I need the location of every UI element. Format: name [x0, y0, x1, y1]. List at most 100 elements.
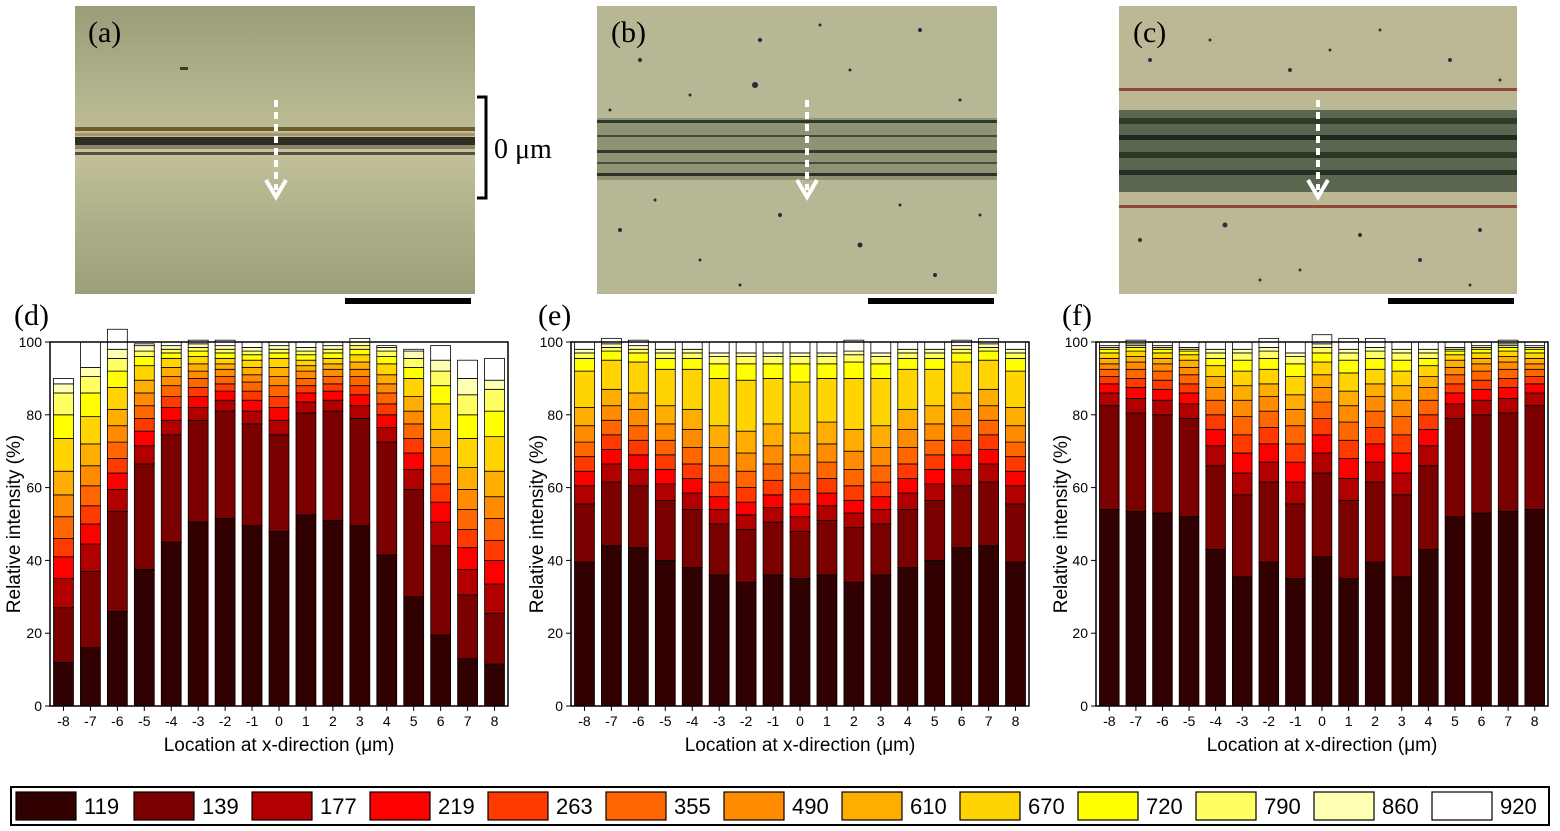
- y-tick-label: 100: [540, 334, 564, 350]
- bar-segment: [106, 425, 128, 443]
- bar-segment: [978, 463, 999, 483]
- bar-segment: [133, 569, 155, 707]
- bar-segment: [457, 414, 478, 439]
- bar-segment: [681, 567, 703, 707]
- bar-segment: [376, 350, 398, 357]
- y-tick-label: 100: [19, 334, 43, 350]
- y-tick-label: 0: [34, 698, 42, 714]
- bar-segment: [1497, 347, 1519, 352]
- bar-segment: [1232, 434, 1253, 454]
- bar-segment: [1232, 341, 1253, 350]
- bar-segment: [457, 569, 478, 596]
- bar-segment: [627, 348, 649, 354]
- bar-segment: [80, 392, 101, 418]
- bar-segment: [816, 505, 838, 521]
- bar-segment: [349, 345, 371, 350]
- bar-segment: [870, 341, 892, 354]
- bar-segment: [1258, 561, 1280, 707]
- bar-segment: [214, 345, 236, 350]
- bar-segment: [924, 454, 946, 470]
- bar-segment: [708, 377, 730, 427]
- bar-segment: [133, 392, 155, 407]
- bar-segment: [1338, 499, 1359, 579]
- bar-segment: [1178, 350, 1200, 356]
- bar-segment: [1258, 410, 1280, 428]
- scale-bracket-label: 0 μm: [494, 134, 552, 165]
- bar-segment: [1258, 481, 1280, 563]
- bar-segment: [133, 365, 155, 381]
- x-tick-label: -4: [165, 713, 178, 729]
- bar-segment: [322, 357, 344, 365]
- legend-swatch: [1431, 791, 1493, 821]
- bar-segment: [924, 352, 946, 359]
- legend-label: 119: [84, 794, 119, 819]
- plot-frame: [570, 341, 1030, 707]
- micrograph-row: (a) 0 μm (b): [75, 6, 1517, 304]
- chart-e: (e)-8 -7 -6 -5 -4 -3 -2 -1 0 1 2 3 4 5 6 7 8020406080100…: [527, 299, 1030, 756]
- bar-segment: [268, 367, 290, 377]
- bar-segment: [681, 341, 703, 350]
- bar-segment: [870, 363, 892, 379]
- bar-segment: [601, 448, 622, 465]
- bar-segment: [1178, 403, 1200, 419]
- bar-segment: [1005, 561, 1026, 707]
- bar-segment: [484, 560, 505, 585]
- bar-segment: [295, 385, 317, 394]
- bar-segment: [53, 438, 74, 472]
- bar-segment: [1285, 578, 1306, 707]
- bar-segment: [1471, 363, 1492, 372]
- bar-segment: [601, 347, 622, 352]
- bar-segment: [843, 468, 865, 487]
- bar-segment: [1471, 388, 1492, 401]
- bar-segment: [1497, 350, 1519, 357]
- bar-segment: [295, 401, 317, 414]
- bar-segment: [53, 414, 74, 439]
- bar-segment: [1364, 443, 1386, 463]
- bar-segment: [430, 465, 452, 485]
- x-tick-label: 7: [1504, 713, 1512, 729]
- bar-segment: [133, 445, 155, 465]
- bar-segment: [735, 430, 757, 454]
- bar-segment: [1338, 421, 1359, 441]
- bar-segment: [897, 478, 919, 494]
- bar-segment: [80, 523, 101, 545]
- bar-segment: [322, 363, 344, 370]
- arrow-head-icon: [1306, 178, 1330, 201]
- bar-segment: [762, 363, 784, 379]
- bar-segment: [601, 419, 622, 436]
- bar-segment: [654, 423, 676, 441]
- bar-segment: [681, 492, 703, 510]
- bar-segment: [1125, 361, 1147, 370]
- bar-segment: [1125, 368, 1147, 379]
- bar-segment: [978, 434, 999, 450]
- bar-segment: [870, 425, 892, 448]
- bar-segment: [1285, 481, 1306, 505]
- bar-segment: [951, 352, 973, 363]
- bar-segment: [1258, 347, 1280, 352]
- bar-segment: [843, 512, 865, 529]
- bar-segment: [1205, 445, 1226, 467]
- bar-segment: [160, 367, 182, 377]
- bar-segment: [106, 472, 128, 490]
- bar-segment: [268, 530, 290, 707]
- bar-segment: [268, 385, 290, 397]
- bar-segment: [601, 405, 622, 421]
- bar-segment: [1338, 458, 1359, 479]
- bar-segment: [241, 347, 263, 352]
- bar-segment: [403, 350, 425, 359]
- bar-segment: [681, 408, 703, 430]
- bar-segment: [268, 357, 290, 368]
- bar-segment: [601, 434, 622, 450]
- bar-segment: [924, 423, 946, 441]
- y-tick-label: 60: [26, 480, 42, 496]
- y-tick-label: 60: [547, 480, 563, 496]
- bar-segment: [133, 343, 155, 347]
- bar-segment: [1099, 357, 1120, 365]
- bar-segment: [951, 339, 973, 347]
- bar-segment: [295, 514, 317, 707]
- bar-segment: [762, 445, 784, 465]
- bar-segment: [457, 547, 478, 570]
- bar-segment: [951, 392, 973, 410]
- bar-segment: [1005, 357, 1026, 372]
- bar-segment: [843, 485, 865, 501]
